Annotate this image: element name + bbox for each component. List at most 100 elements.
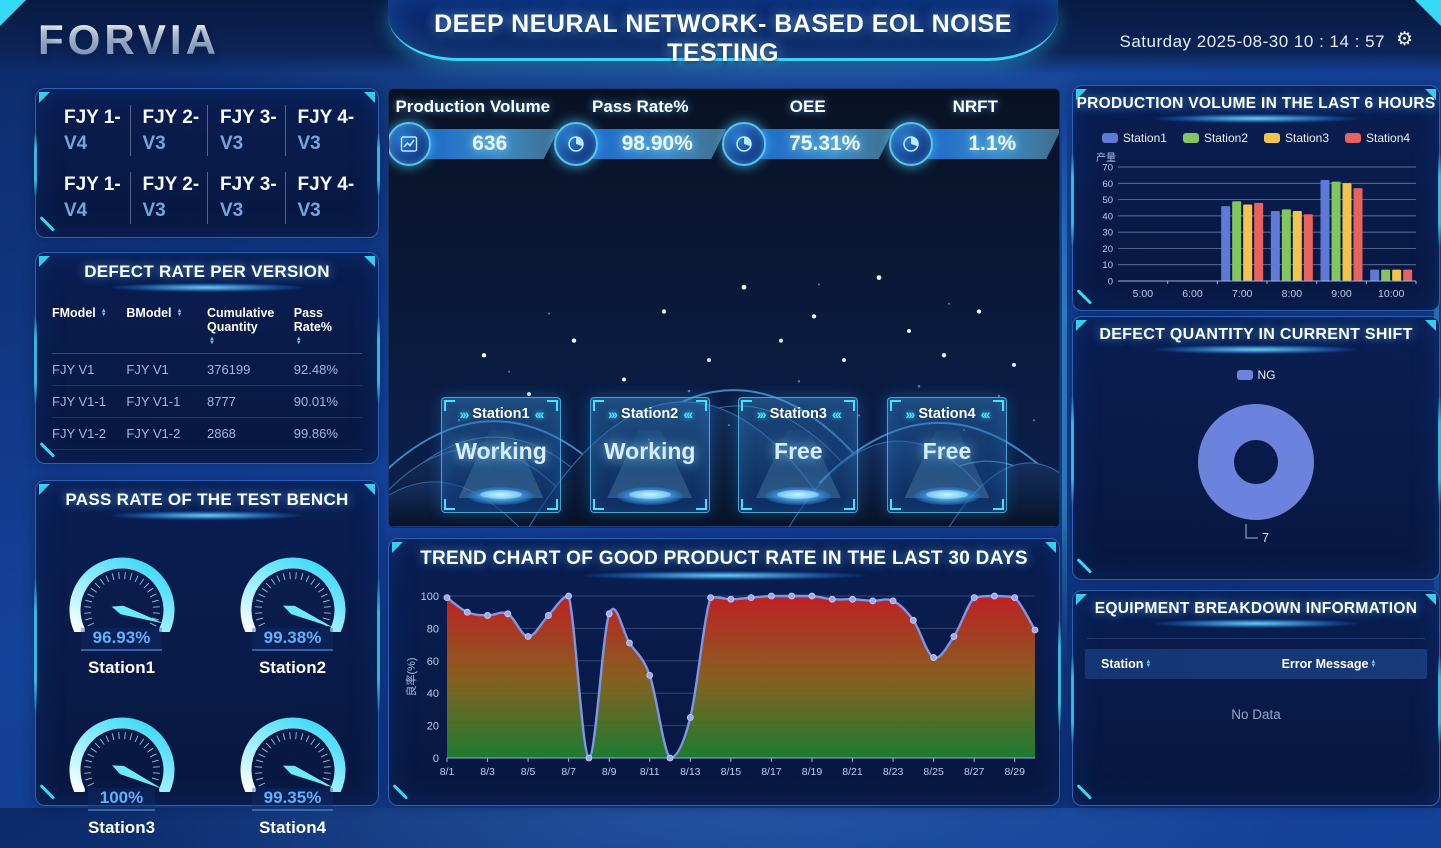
chevron-right-icon: ››› [608, 406, 618, 422]
column-header-error-message[interactable]: Error Message ▲ ▼ [1281, 657, 1377, 671]
station-status-row: ›››Station1‹‹‹ Working ›››Station2 ‹‹‹ Wo… [441, 397, 1007, 513]
bracket-accent [695, 400, 707, 411]
svg-text:60: 60 [1102, 179, 1113, 190]
corner-accent [1045, 542, 1056, 553]
kpi-row: Production Volume 636 Pass Rate% 98.90% … [389, 89, 1059, 166]
bracket-accent [592, 499, 604, 510]
production-volume-panel: PRODUCTION VOLUME IN THE LAST 6 HOURS St… [1071, 85, 1441, 311]
bracket-accent [844, 499, 856, 510]
bracket-accent [444, 499, 455, 510]
kpi-value: 636 [472, 132, 508, 155]
corner-accent [364, 92, 375, 103]
gauge-station4: 99.35% Station4 [207, 688, 378, 848]
settings-gear-icon[interactable]: ⚙ [1395, 29, 1413, 50]
title-banner: DEEP NEURAL NETWORK- BASED EOL NOISE TES… [388, 0, 1058, 67]
svg-text:8/15: 8/15 [721, 766, 742, 778]
station-status: Working [442, 438, 560, 465]
sort-icon: ▲ ▼ [295, 336, 302, 346]
gauge-station1: 96.93% Station1 [36, 528, 207, 688]
title-underline-glow [111, 511, 303, 520]
bracket-accent [889, 499, 901, 510]
slash-accent [40, 441, 56, 457]
no-data-text: No Data [1231, 707, 1281, 722]
kpi-oee: OEE 75.31% [721, 97, 894, 166]
bracket-accent [741, 400, 753, 411]
sort-icon: ▲ ▼ [1145, 659, 1152, 669]
gauge-grid: 96.93% Station1 99.38% Station2 100% Sta… [36, 528, 378, 848]
gauge-station3: 100% Station3 [36, 688, 207, 848]
kpi-value-plate: 98.90% [590, 129, 727, 159]
table-row: FJY V1 FJY V1 376199 92.48% [52, 354, 362, 386]
edge-accent [1071, 655, 1074, 746]
svg-text:8/19: 8/19 [802, 766, 823, 778]
bracket-accent [992, 499, 1004, 510]
corner-accent [1425, 89, 1436, 100]
column-header-bmodel[interactable]: BModel ▲ ▼ [126, 306, 183, 320]
gauge-station-name: Station3 [87, 818, 156, 837]
kpi-chip: 98.90% [554, 122, 727, 166]
separator-line [1087, 638, 1425, 639]
kpi-value: 75.31% [789, 132, 861, 155]
version-tab-fjy3-v3-b[interactable]: FJY 3- V3 [207, 172, 285, 224]
station-name: Station2 [621, 406, 679, 422]
gauge-value: 99.38% [251, 628, 334, 651]
slash-accent [1077, 557, 1093, 573]
column-header-station[interactable]: Station ▲ ▼ [1101, 657, 1152, 671]
gauge-value: 100% [87, 788, 156, 811]
legend-item-station4[interactable]: Station4 [1345, 131, 1410, 145]
edge-accent [1438, 153, 1441, 248]
legend-item-station2[interactable]: Station2 [1182, 131, 1248, 145]
station-card-2: ›››Station2 ‹‹‹ Working [589, 397, 710, 513]
version-tab-fjy2-v3[interactable]: FJY 2- V3 [129, 105, 208, 157]
slash-accent [1077, 783, 1093, 799]
corner-accent [364, 484, 375, 495]
svg-text:9:00: 9:00 [1331, 288, 1352, 300]
bracket-accent [844, 400, 856, 411]
svg-text:8/13: 8/13 [680, 766, 701, 778]
station-card-1: ›››Station1 ‹‹‹ Working [441, 397, 561, 513]
corner-accent-top-right [1415, 0, 1441, 26]
gauge-station-name: Station1 [87, 658, 156, 677]
legend-item-station1[interactable]: Station1 [1101, 131, 1167, 145]
version-tab-fjy4-v3-b[interactable]: FJY 4- V3 [284, 172, 363, 224]
edge-accent [377, 133, 380, 196]
svg-text:20: 20 [427, 721, 439, 733]
kpi-production-volume: Production Volume 636 [389, 97, 559, 166]
station-status: Free [739, 438, 857, 465]
bracket-accent [695, 499, 707, 510]
legend-item-station3[interactable]: Station3 [1264, 131, 1329, 145]
production-volume-title: PRODUCTION VOLUME IN THE LAST 6 HOURS [1076, 95, 1436, 112]
title-underline-glow [1153, 619, 1359, 628]
defect-table: FModel ▲ ▼ BModel ▲ ▼ Cumulative Quantity ▲ ▼ … [36, 292, 378, 450]
kpi-chip: 636 [389, 122, 559, 166]
column-header-cumulative-quantity[interactable]: Cumulative Quantity ▲ ▼ [206, 306, 275, 346]
version-tab-fjy1-v4[interactable]: FJY 1- V4 [64, 107, 121, 154]
chevron-left-icon: ‹‹‹ [683, 406, 693, 422]
kpi-label: OEE [789, 97, 826, 116]
station-name: Station3 [769, 406, 827, 422]
kpi-label: Pass Rate% [592, 97, 689, 116]
station-card-4: ›››Station4 ‹‹‹ Free [886, 397, 1007, 513]
table-row: FJY V1-1 FJY V1-1 8777 90.01% [52, 386, 362, 418]
bracket-accent [592, 400, 604, 411]
slash-accent [1077, 288, 1093, 304]
column-header-fmodel[interactable]: FModel ▲ ▼ [52, 306, 107, 320]
station-name: Station4 [918, 406, 976, 422]
version-tab-fjy3-v3[interactable]: FJY 3- V3 [207, 105, 285, 157]
version-tab-fjy1-v4-b[interactable]: FJY 1- V4 [64, 174, 121, 221]
svg-text:5:00: 5:00 [1133, 288, 1154, 300]
sort-icon: ▲ ▼ [176, 308, 183, 318]
gauge-station2: 99.38% Station2 [207, 528, 378, 688]
corner-accent [1076, 594, 1087, 605]
svg-text:8/17: 8/17 [761, 766, 782, 778]
edge-accent [1071, 153, 1074, 248]
legend-item-ng[interactable]: NG [1236, 368, 1276, 382]
column-header-pass-rate[interactable]: Pass Rate% ▲ ▼ [293, 306, 332, 346]
version-tab-fjy2-v3-b[interactable]: FJY 2- V3 [129, 172, 208, 224]
gauge-station-name: Station4 [258, 818, 327, 837]
version-tab-fjy4-v3[interactable]: FJY 4- V3 [284, 105, 363, 157]
defect-rate-panel: DEFECT RATE PER VERSION FModel ▲ ▼ BModel ▲… [34, 252, 380, 464]
svg-text:8/9: 8/9 [602, 766, 617, 778]
svg-text:8/25: 8/25 [923, 766, 944, 778]
svg-text:10: 10 [1102, 260, 1113, 271]
